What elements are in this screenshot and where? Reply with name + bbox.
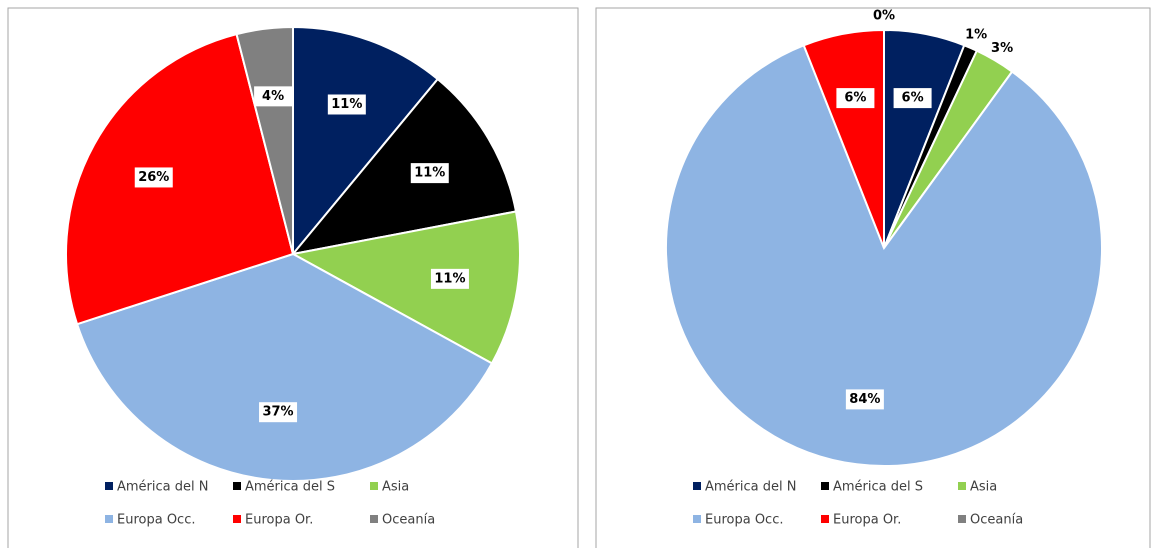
data-label: 11%	[331, 97, 362, 112]
legend-label: Europa Occ.	[705, 513, 783, 528]
label-box	[254, 86, 293, 107]
data-label: 3%	[991, 41, 1013, 56]
legend-swatch	[370, 482, 378, 490]
legend-label: Oceanía	[382, 513, 435, 528]
legend-swatch	[105, 482, 113, 490]
legend-label: Asia	[970, 480, 997, 495]
pie-slice	[75, 252, 494, 482]
label-box	[430, 268, 469, 289]
data-label: 84%	[849, 392, 880, 407]
label-box	[134, 167, 173, 188]
pie-slice	[235, 25, 294, 255]
legend-swatch	[958, 482, 966, 490]
legend-label: América del S	[245, 480, 335, 495]
pie-slice	[290, 210, 521, 365]
data-label: 11%	[434, 271, 465, 286]
data-label: 1%	[965, 28, 987, 43]
legend-label: Oceanía	[970, 513, 1023, 528]
label-box	[410, 163, 449, 184]
data-label: 26%	[138, 170, 169, 185]
legend-label: Europa Or.	[833, 513, 901, 528]
legend-swatch	[233, 482, 241, 490]
legend-swatch	[821, 515, 829, 523]
legend-label: América del S	[833, 480, 923, 495]
legend-label: América del N	[117, 480, 208, 495]
legend-swatch	[693, 482, 701, 490]
legend-label: América del N	[705, 480, 796, 495]
legend-label: Europa Occ.	[117, 513, 195, 528]
data-label: 6%	[902, 91, 924, 106]
legend-swatch	[233, 515, 241, 523]
label-box	[259, 402, 298, 423]
data-label: 37%	[262, 405, 293, 420]
pie-slice	[65, 32, 295, 326]
legend-swatch	[370, 515, 378, 523]
data-label: 6%	[844, 91, 866, 106]
data-label: 0%	[873, 9, 895, 24]
legend-swatch	[105, 515, 113, 523]
pie-slice	[665, 44, 1103, 467]
legend-swatch	[821, 482, 829, 490]
legend-swatch	[958, 515, 966, 523]
label-box	[327, 94, 366, 115]
data-label: 11%	[414, 166, 445, 181]
data-label: 4%	[262, 89, 284, 104]
label-box	[893, 88, 932, 109]
legend-swatch	[693, 515, 701, 523]
legend-label: Europa Or.	[245, 513, 313, 528]
label-box	[836, 88, 875, 109]
label-box	[845, 389, 884, 410]
pie-slice	[292, 25, 440, 257]
legend-label: Asia	[382, 480, 409, 495]
pie-slice	[290, 77, 518, 256]
